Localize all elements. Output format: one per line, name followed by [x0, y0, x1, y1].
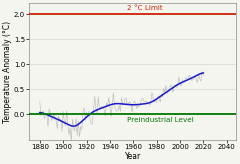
- Text: 2 °C Limit: 2 °C Limit: [127, 5, 163, 11]
- X-axis label: Year: Year: [125, 152, 141, 161]
- Text: Preindustrial Level: Preindustrial Level: [127, 117, 194, 123]
- Y-axis label: Temperature Anomaly (°C): Temperature Anomaly (°C): [3, 21, 12, 123]
